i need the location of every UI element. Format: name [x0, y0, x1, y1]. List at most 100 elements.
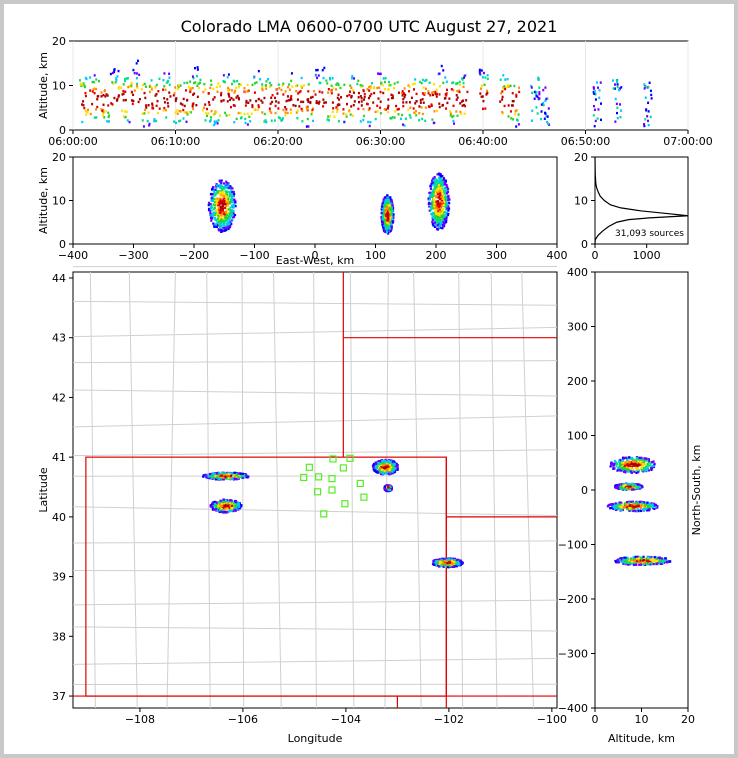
ew-cluster-point [444, 216, 447, 219]
time-height-point [285, 108, 288, 111]
map-source-point [380, 468, 384, 472]
ns-cluster-point [644, 558, 647, 561]
county-boundary [128, 271, 138, 709]
ns-cluster-point [622, 469, 626, 472]
ew-cluster-point [224, 211, 227, 214]
map-source-point [202, 474, 205, 477]
time-height-point [250, 112, 253, 115]
map-source-point [382, 464, 385, 467]
map-source-point [209, 505, 212, 508]
ns-cluster-point [623, 560, 626, 563]
time-height-point [203, 106, 206, 109]
ew-cluster-point [435, 200, 438, 203]
map-source-point [235, 503, 238, 506]
ew-cluster-point [447, 207, 451, 210]
ew-cluster-point [436, 209, 440, 212]
time-height-point [379, 112, 382, 115]
ew-cluster-point [220, 179, 223, 182]
map-source-point [396, 467, 399, 470]
time-height-point [542, 103, 545, 107]
time-height-point [222, 79, 225, 83]
ew-cluster-point [383, 201, 387, 204]
ns-cluster-point [640, 456, 643, 459]
time-height-point [243, 87, 246, 90]
map-source-point [222, 476, 225, 479]
map-source-point [226, 510, 230, 514]
time-height-point [419, 101, 422, 104]
time-height-point [440, 64, 443, 68]
time-height-point [408, 114, 411, 117]
time-height-point [396, 108, 399, 111]
time-height-point [537, 97, 540, 101]
time-height-point [138, 73, 141, 77]
ew-cluster-point [222, 226, 225, 229]
ew-cluster-point [227, 212, 230, 215]
time-height-point [310, 110, 313, 114]
lma-station-marker [360, 493, 368, 501]
time-height-point [431, 93, 434, 97]
time-height-point [482, 71, 485, 75]
map-source-point [232, 506, 235, 509]
time-height-point [313, 89, 316, 93]
time-height-point [136, 59, 139, 63]
ns-cluster-point [639, 559, 642, 562]
time-height-point [465, 99, 468, 102]
time-height-point [359, 120, 362, 123]
ns-cluster-point [631, 469, 634, 472]
time-height-point [379, 100, 382, 103]
time-height-point [397, 91, 400, 94]
ew-cluster-point [436, 222, 439, 225]
time-height-point [130, 81, 133, 85]
time-height-point [336, 82, 339, 85]
ew-cluster-point [218, 209, 221, 212]
ns-cluster-point [635, 471, 638, 474]
county-boundary [72, 569, 558, 572]
time-height-point [109, 72, 112, 76]
map-source-point [235, 501, 238, 504]
time-height-point [122, 115, 125, 118]
time-height-point [141, 83, 144, 87]
time-height-point [594, 119, 597, 123]
time-height-point [330, 90, 333, 93]
ew-cluster-point [219, 202, 222, 205]
time-height-point [593, 90, 596, 93]
ew-cluster-point [445, 205, 448, 208]
ew-cluster-point [223, 196, 226, 200]
ew-cluster-point [439, 202, 442, 205]
time-height-point [264, 119, 267, 122]
ew-cluster-point [227, 215, 231, 218]
ns-cluster-point [640, 466, 643, 470]
map-source-point [213, 508, 216, 511]
time-height-point [144, 96, 147, 100]
time-height-point [86, 111, 89, 114]
map-y-tick-label: 42 [52, 391, 66, 404]
ew-cluster-point [445, 215, 448, 219]
time-height-point [592, 90, 595, 94]
ew-cluster-point [445, 192, 449, 195]
time-height-point [202, 90, 205, 94]
time-height-x-tick-label: 06:30:00 [356, 135, 405, 148]
time-height-point [220, 100, 223, 103]
map-x-tick-label: −106 [228, 713, 258, 726]
ew-cluster-point [218, 190, 222, 193]
time-height-point [592, 104, 595, 108]
time-height-point [435, 88, 438, 92]
ns-cluster-point [629, 464, 632, 467]
time-height-point [540, 103, 543, 106]
ew-cluster-point [384, 212, 387, 215]
map-source-point [434, 558, 437, 562]
time-height-point [318, 100, 321, 104]
time-height-point [81, 84, 84, 87]
time-height-point [196, 95, 199, 99]
time-height-point [547, 122, 550, 125]
ew-cluster-point [214, 211, 217, 215]
ew-cluster-point [215, 213, 219, 217]
ew-cluster-point [440, 223, 444, 226]
ew-cluster-point [215, 184, 219, 187]
time-height-point [387, 98, 390, 101]
ns-cluster-point [644, 466, 647, 470]
time-height-point [501, 98, 504, 101]
time-height-point [449, 110, 452, 113]
time-height-point [393, 116, 396, 119]
ew-cluster-point [380, 208, 383, 211]
